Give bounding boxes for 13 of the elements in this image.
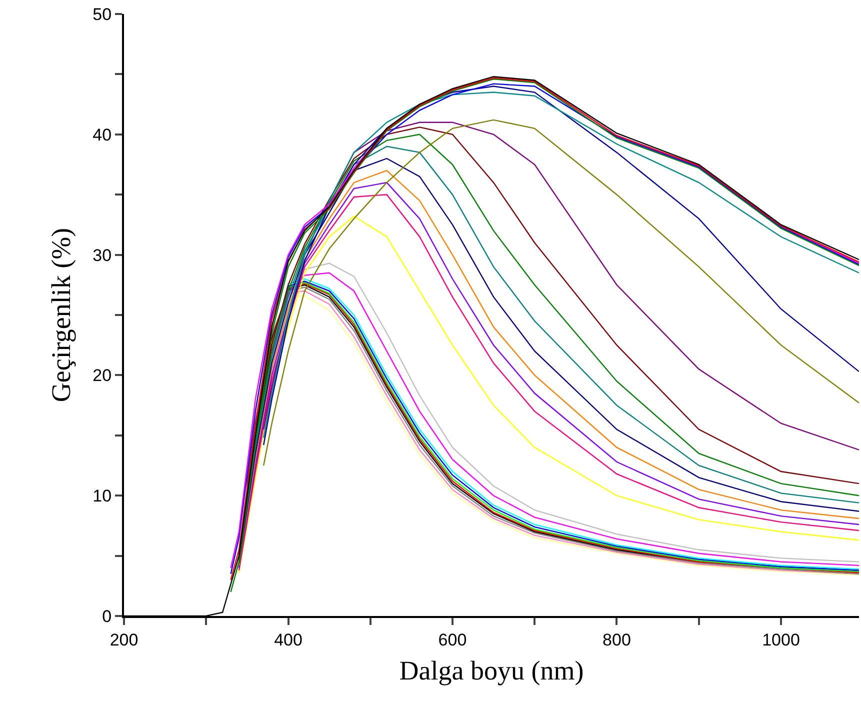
y-tick-label: 10 bbox=[92, 486, 112, 506]
y-tick-label: 30 bbox=[92, 246, 112, 265]
y-axis-title: Geçirgenlik (%) bbox=[46, 228, 76, 402]
x-tick-label: 200 bbox=[110, 630, 138, 650]
y-tick-label: 20 bbox=[92, 366, 112, 386]
x-axis-title: Dalga boyu (nm) bbox=[399, 655, 584, 686]
x-tick-label: 400 bbox=[274, 630, 302, 650]
x-tick-label: 600 bbox=[438, 630, 467, 650]
x-tick-label: 1000 bbox=[762, 630, 800, 650]
y-tick-label: 40 bbox=[92, 125, 112, 144]
x-tick-label: 800 bbox=[602, 630, 631, 650]
y-tick-label: 50 bbox=[92, 4, 112, 24]
y-tick-label: 0 bbox=[102, 606, 112, 626]
